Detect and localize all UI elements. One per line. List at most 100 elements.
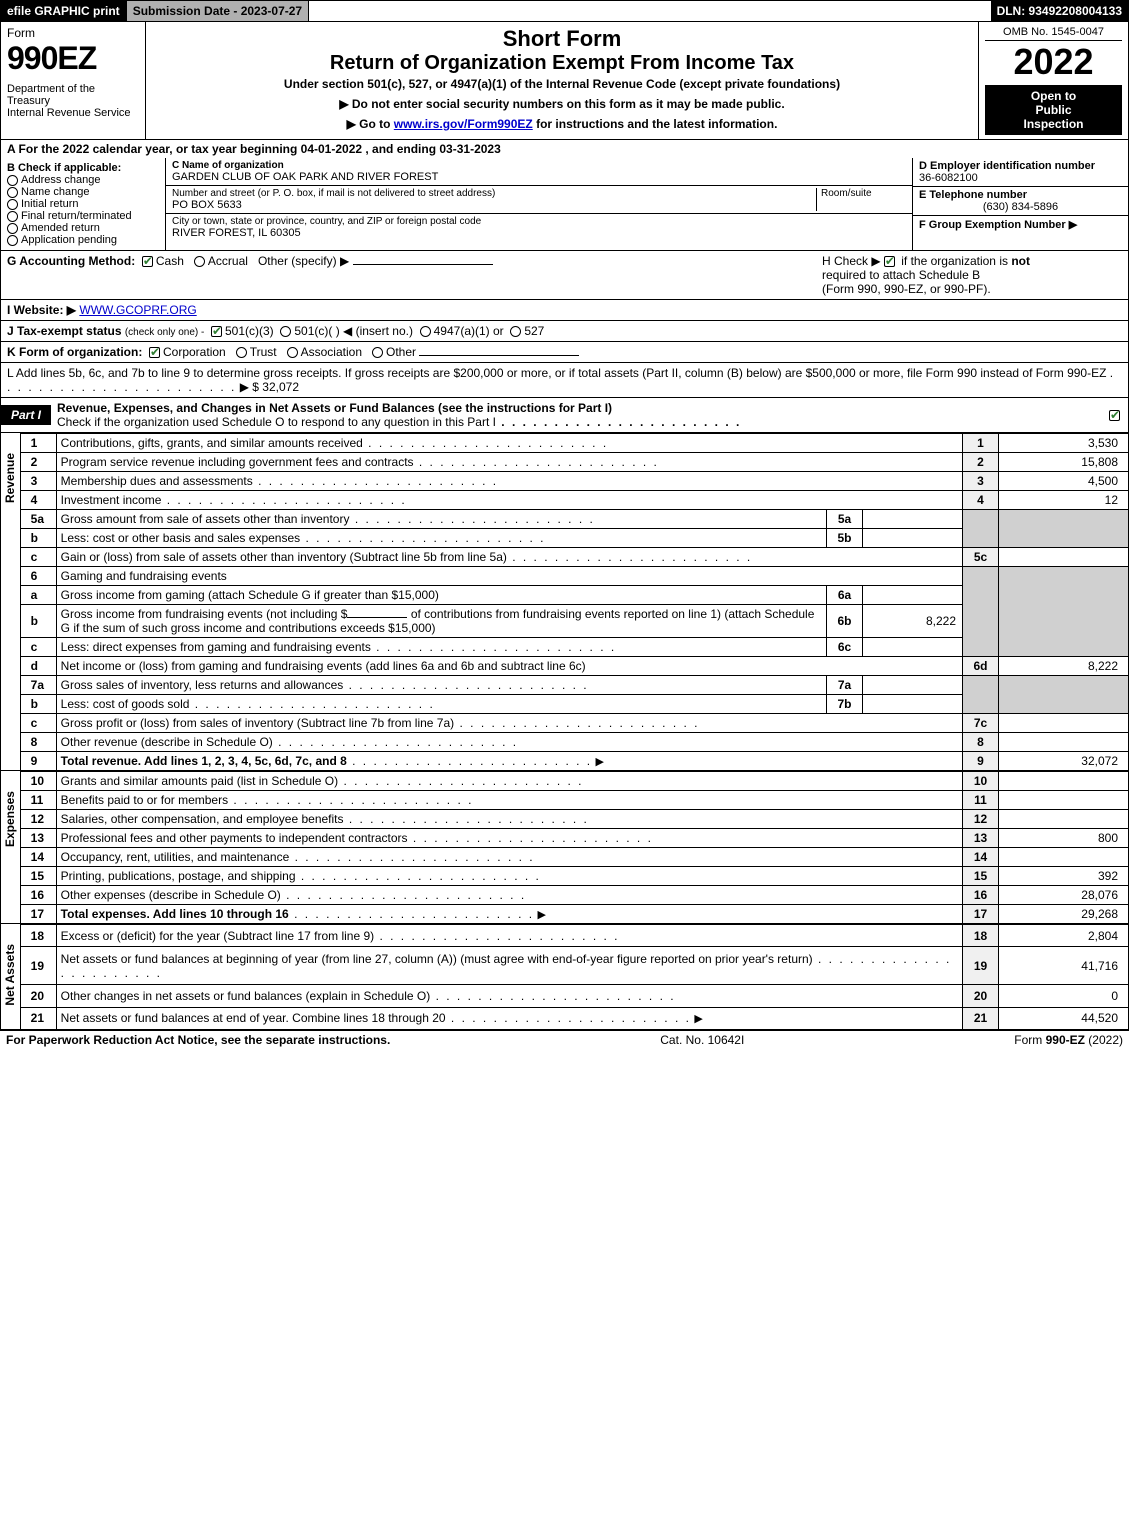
table-row: 21Net assets or fund balances at end of … (20, 1007, 1128, 1029)
form-number: 990EZ (7, 40, 139, 77)
dln: DLN: 93492208004133 (991, 1, 1128, 21)
chk-cash[interactable] (142, 256, 153, 267)
ein-label: D Employer identification number (919, 160, 1122, 172)
street-label: Number and street (or P. O. box, if mail… (172, 188, 816, 199)
chk-trust[interactable] (236, 347, 247, 358)
table-row: 2Program service revenue including gover… (20, 453, 1128, 472)
netassets-sidelabel: Net Assets (0, 924, 20, 1030)
chk-address-change[interactable] (7, 175, 18, 186)
chk-501c[interactable] (280, 326, 291, 337)
subtitle: Under section 501(c), 527, or 4947(a)(1)… (156, 77, 968, 91)
chk-corporation[interactable] (149, 347, 160, 358)
other-org-input[interactable] (419, 355, 579, 356)
open-to-public: Open to Public Inspection (985, 85, 1122, 135)
department: Department of the Treasury Internal Reve… (7, 83, 139, 119)
table-row: 17Total expenses. Add lines 10 through 1… (20, 905, 1128, 924)
submission-date: Submission Date - 2023-07-27 (127, 1, 309, 21)
table-row: 18Excess or (deficit) for the year (Subt… (20, 925, 1128, 947)
part-i-tab: Part I (1, 405, 51, 425)
chk-accrual[interactable] (194, 256, 205, 267)
chk-association[interactable] (287, 347, 298, 358)
ein: 36-6082100 (919, 172, 1122, 184)
table-row: 15Printing, publications, postage, and s… (20, 867, 1128, 886)
revenue-sidelabel: Revenue (0, 433, 20, 771)
expenses-lines: 10Grants and similar amounts paid (list … (20, 771, 1129, 924)
room-suite-label: Room/suite (816, 188, 906, 211)
table-row: bLess: cost or other basis and sales exp… (20, 529, 1128, 548)
tax-year: 2022 (985, 41, 1122, 83)
city: RIVER FOREST, IL 60305 (172, 227, 906, 239)
table-row: aGross income from gaming (attach Schedu… (20, 586, 1128, 605)
footer-catno: Cat. No. 10642I (660, 1033, 744, 1047)
table-row: 14Occupancy, rent, utilities, and mainte… (20, 848, 1128, 867)
revenue-block: Revenue 1Contributions, gifts, grants, a… (0, 433, 1129, 771)
chk-501c3[interactable] (211, 326, 222, 337)
netassets-block: Net Assets 18Excess or (deficit) for the… (0, 924, 1129, 1030)
chk-initial-return[interactable] (7, 199, 18, 210)
header-center: Short Form Return of Organization Exempt… (146, 22, 978, 139)
chk-527[interactable] (510, 326, 521, 337)
other-specify-input[interactable] (353, 264, 493, 265)
table-row: 9Total revenue. Add lines 1, 2, 3, 4, 5c… (20, 752, 1128, 771)
netassets-lines: 18Excess or (deficit) for the year (Subt… (20, 924, 1129, 1030)
line-j: J Tax-exempt status (check only one) - 5… (0, 321, 1129, 342)
table-row: 6Gaming and fundraising events (20, 567, 1128, 586)
efile-label: efile GRAPHIC print (1, 1, 127, 21)
line-l: L Add lines 5b, 6c, and 7b to line 9 to … (0, 363, 1129, 398)
form-word: Form (7, 26, 139, 40)
topbar: efile GRAPHIC print Submission Date - 20… (0, 0, 1129, 22)
fundraising-contrib-input[interactable] (347, 617, 407, 618)
org-name: GARDEN CLUB OF OAK PARK AND RIVER FOREST (172, 171, 906, 183)
table-row: cGross profit or (loss) from sales of in… (20, 714, 1128, 733)
table-row: 11Benefits paid to or for members11 (20, 791, 1128, 810)
chk-schedule-o-part-i[interactable] (1109, 410, 1120, 421)
table-row: 13Professional fees and other payments t… (20, 829, 1128, 848)
table-row: 12Salaries, other compensation, and empl… (20, 810, 1128, 829)
instr-goto-suffix: for instructions and the latest informat… (533, 117, 778, 131)
instr-goto: ▶ Go to www.irs.gov/Form990EZ for instru… (156, 117, 968, 131)
irs-link[interactable]: www.irs.gov/Form990EZ (394, 117, 533, 131)
table-row: bLess: cost of goods sold7b (20, 695, 1128, 714)
chk-other-org[interactable] (372, 347, 383, 358)
revenue-lines: 1Contributions, gifts, grants, and simil… (20, 433, 1129, 771)
table-row: bGross income from fundraising events (n… (20, 605, 1128, 638)
header-left: Form 990EZ Department of the Treasury In… (1, 22, 146, 139)
title-return: Return of Organization Exempt From Incom… (156, 52, 968, 75)
table-row: cGain or (loss) from sale of assets othe… (20, 548, 1128, 567)
website-link[interactable]: WWW.GCOPRF.ORG (79, 303, 196, 317)
chk-schedule-b-not-required[interactable] (884, 256, 895, 267)
table-row: 8Other revenue (describe in Schedule O)8 (20, 733, 1128, 752)
table-row: 5aGross amount from sale of assets other… (20, 510, 1128, 529)
table-row: 10Grants and similar amounts paid (list … (20, 772, 1128, 791)
table-row: 1Contributions, gifts, grants, and simil… (20, 434, 1128, 453)
org-name-label: C Name of organization (172, 160, 906, 171)
table-row: dNet income or (loss) from gaming and fu… (20, 657, 1128, 676)
line-g: G Accounting Method: Cash Accrual Other … (7, 254, 822, 296)
table-row: 16Other expenses (describe in Schedule O… (20, 886, 1128, 905)
table-row: 3Membership dues and assessments34,500 (20, 472, 1128, 491)
table-row: 7aGross sales of inventory, less returns… (20, 676, 1128, 695)
chk-application-pending[interactable] (7, 235, 18, 246)
box-d: D Employer identification number 36-6082… (913, 158, 1128, 250)
footer-right: Form 990-EZ (2022) (1014, 1033, 1123, 1047)
phone: (630) 834-5896 (919, 201, 1122, 213)
expenses-sidelabel: Expenses (0, 771, 20, 924)
gross-receipts: 32,072 (262, 380, 299, 394)
chk-final-return[interactable] (7, 211, 18, 222)
table-row: 19Net assets or fund balances at beginni… (20, 947, 1128, 985)
line-a: A For the 2022 calendar year, or tax yea… (0, 140, 1129, 158)
city-label: City or town, state or province, country… (172, 216, 906, 227)
title-shortform: Short Form (156, 26, 968, 52)
org-info-box: B Check if applicable: Address change Na… (0, 158, 1129, 251)
line-g-h: G Accounting Method: Cash Accrual Other … (0, 251, 1129, 300)
chk-4947a1[interactable] (420, 326, 431, 337)
part-i-title: Revenue, Expenses, and Changes in Net As… (51, 398, 1104, 432)
chk-name-change[interactable] (7, 187, 18, 198)
group-exemption-label: F Group Exemption Number ▶ (919, 218, 1122, 231)
phone-label: E Telephone number (919, 189, 1122, 201)
form-header: Form 990EZ Department of the Treasury In… (0, 22, 1129, 140)
chk-amended-return[interactable] (7, 223, 18, 234)
header-right: OMB No. 1545-0047 2022 Open to Public In… (978, 22, 1128, 139)
table-row: 4Investment income412 (20, 491, 1128, 510)
line-k: K Form of organization: Corporation Trus… (0, 342, 1129, 363)
